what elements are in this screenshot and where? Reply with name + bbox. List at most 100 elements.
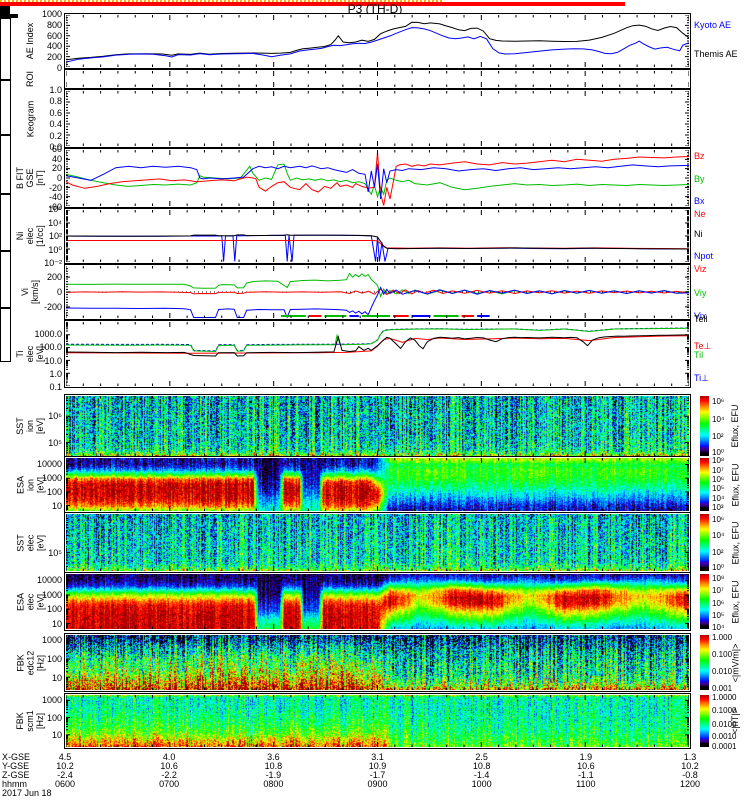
themis-overview-plot: P3 (TH-D) AE Index 1000 800 600 400 200 0 Kyoto… <box>0 0 750 800</box>
sst_elec-ylabel: SST elec [eV] <box>15 513 45 572</box>
keogram-ytick-label: 0.2 <box>18 132 62 141</box>
fbk_scm-colorbar-tick: 1.0000 <box>712 694 746 702</box>
sst_ion-colorbar-tick: 10⁴ <box>712 416 746 424</box>
esa_ion-colorbar-tick: 10⁷ <box>712 467 746 475</box>
ni-axis-ticks <box>66 210 689 262</box>
keogram-ytick-label: 0.6 <box>18 109 62 118</box>
vi-series-label: Viy <box>694 289 706 298</box>
sst_ion-ytick-label: 10⁶ <box>18 412 62 421</box>
ae-series-label: Themis AE <box>694 50 738 59</box>
esa_ion-ytick-label: 10 <box>18 502 62 511</box>
fbk_edc-colorbar-frame <box>0 251 11 308</box>
bfit-ytick-label: 60 <box>18 145 62 154</box>
fbk_scm-ytick-label: 100 <box>18 714 62 723</box>
bfit-series-label: Bx <box>694 197 705 206</box>
bfit-ytick-label: 20 <box>18 164 62 173</box>
ti-series-label: Til <box>694 351 703 360</box>
ti-ytick-label: 1000.0 <box>18 330 62 339</box>
ae-ytick-label: 600 <box>18 32 62 41</box>
bottom-axis-value: 1200 <box>668 780 712 789</box>
vi-series-label: Viz <box>694 265 706 274</box>
ti-ytick-label: 1.0 <box>18 370 62 379</box>
bottom-axis-value: 1100 <box>564 780 608 789</box>
fbk_scm-colorbar-tick: 0.1000 <box>712 707 746 715</box>
sst_elec-colorbar-tick: 10⁰ <box>712 564 746 572</box>
vi-ytick-label: 200 <box>18 273 62 282</box>
sst_ion-colorbar-tick: 10² <box>712 433 746 441</box>
sst_ion-colorbar-tick: 10⁶ <box>712 398 746 406</box>
ti-ytick-label: 10.0 <box>18 357 62 366</box>
esa_elec-colorbar-unit: Eflux, EFU <box>730 573 740 630</box>
esa_ion-ytick-label: 100 <box>18 488 62 497</box>
esa_elec-colorbar-tick: 10⁶ <box>712 600 746 608</box>
bfit-axis-ticks <box>66 150 689 206</box>
esa_elec-colorbar-tick: 10⁸ <box>712 575 746 583</box>
ni-series-label: Npot <box>694 252 713 261</box>
ae-series-label: Kyoto AE <box>694 21 731 30</box>
fbk_edc-ytick-label: 10 <box>18 674 62 683</box>
fbk_edc-ytick-label: 100 <box>18 655 62 664</box>
fbk_scm-colorbar-unit: <|nT|> <box>730 694 740 748</box>
bottom-axis-value: 1000 <box>460 780 504 789</box>
fbk_scm-ytick-label: 10 <box>18 731 62 740</box>
ni-series-label: Ne <box>694 210 706 219</box>
fbk_scm-colorbar-tick: 0.0100 <box>712 721 746 729</box>
bfit-series-label: Bz <box>694 152 705 161</box>
esa_ion-colorbar-tick: 10⁴ <box>712 495 746 503</box>
fbk_edc-colorbar <box>700 635 709 690</box>
esa_ion-colorbar-tick: 10⁵ <box>712 485 746 493</box>
fbk_edc-colorbar-tick: 0.100 <box>712 651 746 659</box>
esa_elec-colorbar-tick: 10⁵ <box>712 612 746 620</box>
bfit-ytick-label: 0 <box>18 174 62 183</box>
fbk_scm-colorbar-frame <box>0 308 11 362</box>
bottom-axis-value: 0700 <box>147 780 191 789</box>
ni-ytick-label: 10⁰ <box>18 246 62 255</box>
esa_elec-ytick-label: 10 <box>18 620 62 629</box>
sst_elec-colorbar <box>700 514 709 571</box>
fbk_scm-colorbar-tick: 0.0010 <box>712 733 746 741</box>
sst_ion-colorbar-unit: Eflux, EFU <box>730 395 740 457</box>
bfit-ytick-label: -20 <box>18 184 62 193</box>
ae-ytick-label: 400 <box>18 42 62 51</box>
ti-ytick-label: 100.0 <box>18 343 62 352</box>
sst_ion-colorbar <box>700 396 709 456</box>
bfit-series-label: By <box>694 175 705 184</box>
sst_ion-ytick-label: 10⁵ <box>18 439 62 448</box>
fbk_scm-colorbar-tick: 0.0001 <box>712 743 746 751</box>
sst_elec-colorbar-tick: 10⁶ <box>712 516 746 524</box>
keogram-ytick-label: 1.0 <box>18 86 62 95</box>
esa_ion-colorbar-unit: Eflux, EFU <box>730 457 740 512</box>
ti-ytick-label: 0.1 <box>18 383 62 392</box>
ti-axis-ticks <box>66 322 689 386</box>
esa_elec-colorbar-tick: 10⁴ <box>712 624 746 632</box>
ae-ytick-label: 1000 <box>18 10 62 19</box>
sst_ion-axis-ticks <box>66 396 689 456</box>
vi-ytick-label: -200 <box>18 303 62 312</box>
esa_elec-colorbar <box>700 574 709 629</box>
esa_elec-ytick-label: 1000 <box>18 591 62 600</box>
fbk_edc-colorbar-tick: 1.000 <box>712 634 746 642</box>
ae-axis-ticks <box>66 15 689 67</box>
fbk_edc-ytick-label: 1000 <box>18 636 62 645</box>
vi-axis-ticks <box>66 266 689 318</box>
fbk_scm-ytick-label: 1000 <box>18 696 62 705</box>
esa_ion-colorbar-tick: 10⁸ <box>712 457 746 465</box>
ni-ytick-label: 10⁶ <box>18 205 62 214</box>
fbk_edc-axis-ticks <box>66 635 689 690</box>
esa_ion-colorbar-tick: 10³ <box>712 504 746 512</box>
esa_ion-colorbar-frame <box>0 80 11 135</box>
bottom-axis-value: 0900 <box>356 780 400 789</box>
sst_elec-ytick-label: 10⁵ <box>18 549 62 558</box>
sst_elec-axis-ticks <box>66 514 689 571</box>
ni-series-label: Ni <box>694 230 703 239</box>
fbk_edc-colorbar-tick: 0.010 <box>712 668 746 676</box>
roi-axis-ticks <box>66 71 689 87</box>
esa_ion-axis-ticks <box>66 458 689 511</box>
vi-ytick-label: 0 <box>18 288 62 297</box>
esa_elec-axis-ticks <box>66 574 689 629</box>
fbk_scm-axis-ticks <box>66 695 689 747</box>
keogram-ytick-label: 0.4 <box>18 120 62 129</box>
ae-ytick-label: 200 <box>18 53 62 62</box>
esa_elec-ytick-label: 100 <box>18 605 62 614</box>
fbk_edc-colorbar-tick: 0.001 <box>712 685 746 693</box>
